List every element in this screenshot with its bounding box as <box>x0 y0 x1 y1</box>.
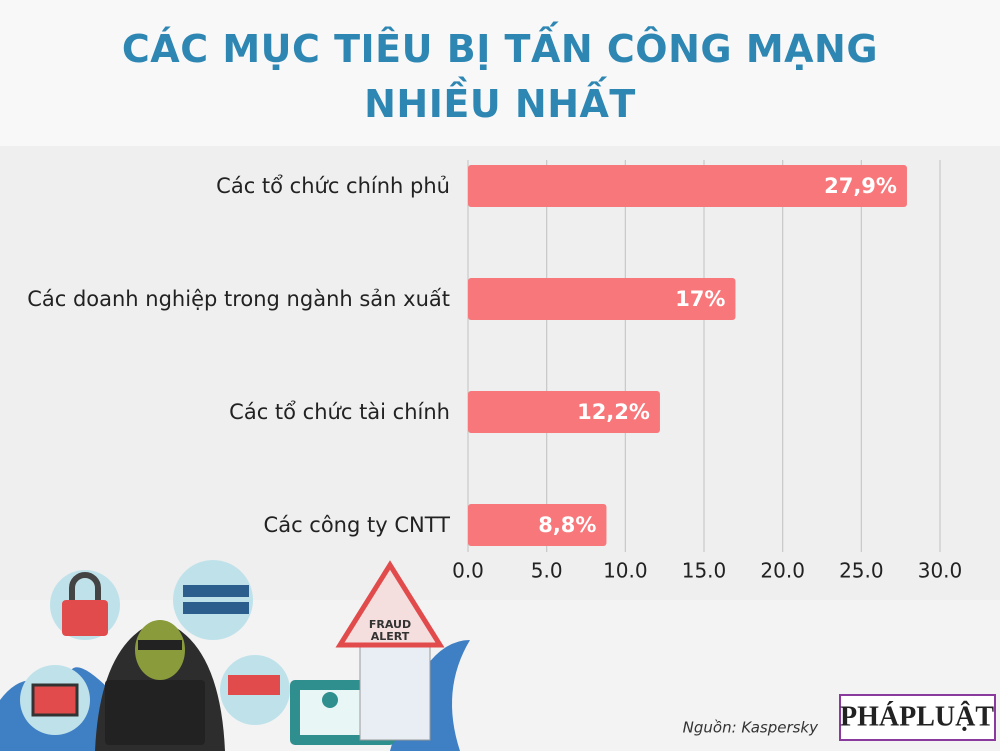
logo: PHÁPLUẬT <box>840 701 994 732</box>
bar <box>468 278 736 320</box>
value-label: 27,9% <box>824 174 897 198</box>
y-tick-label: Các tổ chức chính phủ <box>216 174 450 198</box>
chart-title: CÁC MỤC TIÊU BỊ TẤN CÔNG MẠNG NHIỀU NHẤT <box>121 27 879 126</box>
x-tick-label: 20.0 <box>760 559 805 583</box>
value-label: 12,2% <box>577 400 650 424</box>
y-tick-label: Các tổ chức tài chính <box>229 400 450 424</box>
decor-text: ALERT <box>371 630 410 643</box>
x-tick-label: 0.0 <box>452 559 484 583</box>
bar <box>468 165 907 207</box>
x-tick-label: 5.0 <box>531 559 563 583</box>
bar <box>468 504 607 546</box>
illustration: FRAUD ALERT <box>0 560 470 751</box>
title-band <box>0 0 1000 146</box>
value-label: 17% <box>675 287 725 311</box>
decor-text: FRAUD <box>369 618 411 631</box>
x-tick-label: 30.0 <box>918 559 963 583</box>
y-tick-label: Các công ty CNTT <box>264 513 451 537</box>
bar <box>468 391 660 433</box>
x-tick-label: 10.0 <box>603 559 648 583</box>
logo-box <box>839 694 996 741</box>
y-tick-label: Các doanh nghiệp trong ngành sản xuất <box>27 287 450 311</box>
x-tick-label: 15.0 <box>682 559 727 583</box>
value-label: 8,8% <box>538 513 596 537</box>
x-tick-label: 25.0 <box>839 559 884 583</box>
source: Nguồn: Kaspersky <box>683 719 819 737</box>
